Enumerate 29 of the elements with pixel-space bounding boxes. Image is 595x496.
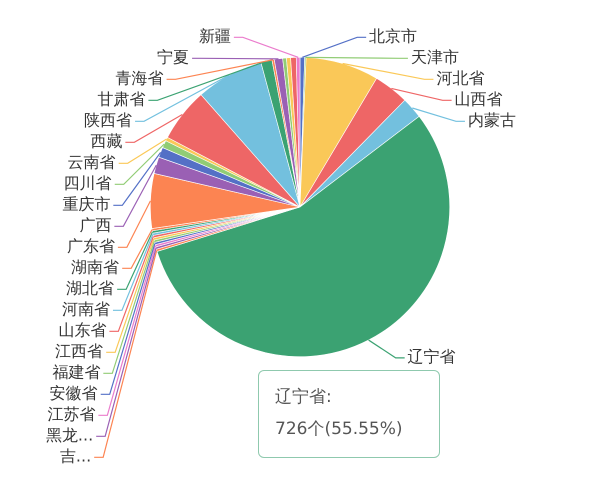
slice-label: 安徽省 [50, 383, 98, 402]
slice-label: 福建省 [52, 362, 100, 382]
slice-label: 北京市 [369, 26, 418, 46]
slice-label: 广西 [79, 215, 112, 234]
slice-label: 吉... [60, 446, 92, 466]
slice-label: 重庆市 [62, 194, 110, 214]
slice-label: 山西省 [454, 89, 503, 108]
slice-label: 陕西省 [84, 110, 132, 130]
slice-label: 甘肃省 [97, 89, 146, 108]
slice-label: 山东省 [58, 320, 106, 340]
slice-label: 西藏 [90, 131, 122, 150]
slice-label: 黑龙... [46, 425, 94, 444]
slice-label: 江西省 [55, 341, 104, 360]
slice-label: 内蒙古 [468, 110, 516, 130]
text: 辽宁省: [275, 386, 333, 409]
slice-label: 河北省 [436, 68, 484, 88]
slice-label: 江苏省 [47, 404, 96, 424]
slice-label: 新疆 [198, 26, 231, 46]
slice-label: 湖北省 [66, 278, 114, 298]
slice-label: 天津市 [410, 47, 459, 66]
slice-label: 辽宁省 [408, 346, 456, 366]
slice-label: 云南省 [68, 152, 116, 172]
slice-label: 宁夏 [157, 47, 190, 66]
slice-label: 四川省 [64, 173, 112, 192]
text: 726个(55.55%) [275, 418, 404, 441]
slice-label: 广东省 [66, 236, 115, 256]
slice-label: 河南省 [62, 299, 110, 318]
slice-label: 湖南省 [71, 257, 120, 276]
slice-label: 青海省 [116, 68, 164, 88]
